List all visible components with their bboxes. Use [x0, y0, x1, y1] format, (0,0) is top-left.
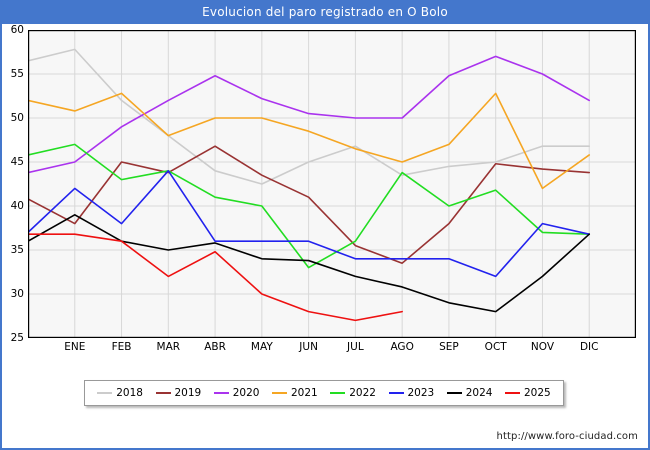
x-tick-label-ene: ENE — [64, 341, 86, 353]
series-line-2022 — [28, 143, 591, 269]
y-tick-label: 25 — [10, 332, 24, 344]
x-tick-label-may: MAY — [250, 341, 273, 353]
series-line-2023 — [28, 170, 591, 278]
legend-label-2025: 2025 — [524, 387, 551, 399]
legend-color-swatch-2024 — [446, 391, 462, 395]
series-line-2020 — [28, 55, 591, 174]
y-tick-label: 50 — [10, 112, 24, 124]
legend-color-swatch-2020 — [213, 391, 229, 395]
legend-label-2023: 2023 — [407, 387, 435, 399]
x-tick-label-oct: OCT — [484, 341, 507, 353]
legend-label-2019: 2019 — [174, 387, 202, 399]
y-tick-label: 45 — [10, 156, 24, 168]
x-tick-label-dic: DIC — [579, 341, 599, 353]
legend-color-swatch-2021 — [272, 391, 287, 395]
legend-label-2021: 2021 — [291, 387, 318, 399]
legend-label-2022: 2022 — [349, 387, 376, 399]
y-tick-label: 40 — [10, 200, 24, 212]
x-tick-label-mar: MAR — [156, 341, 181, 353]
legend-color-swatch-2019 — [155, 391, 171, 395]
legend-label-2020: 2020 — [232, 387, 260, 399]
legend-item-2018[interactable]: 2018 — [97, 387, 143, 399]
y-tick-label: 30 — [10, 288, 24, 300]
legend-item-2024[interactable]: 2024 — [446, 387, 493, 399]
x-axis-labels: ENE FEB MAR ABR MAY JUN JUL AGO SEP OCT NOV DIC — [28, 341, 636, 357]
legend-item-2021[interactable]: 2021 — [272, 387, 318, 399]
series-line-2025 — [28, 233, 403, 322]
page-title: Evolucion del paro registrado en O Bolo — [202, 5, 448, 19]
x-tick-label-ago: AGO — [390, 341, 414, 353]
y-axis-labels: 25 30 35 40 45 50 55 60 — [0, 25, 24, 344]
plot-area — [28, 30, 636, 338]
series-line-2021 — [28, 92, 591, 190]
legend-item-2020[interactable]: 2020 — [213, 387, 260, 399]
legend-item-2025[interactable]: 2025 — [505, 387, 551, 399]
legend-item-2023[interactable]: 2023 — [388, 387, 435, 399]
x-tick-label-jun: JUN — [299, 341, 318, 353]
legend-color-swatch-2022 — [330, 391, 346, 395]
y-tick-label: 55 — [10, 68, 24, 80]
window-title-bar: Evolucion del paro registrado en O Bolo — [0, 0, 650, 24]
legend-item-2019[interactable]: 2019 — [155, 387, 202, 399]
chart-legend: 2018 2019 2020 2021 2022 2023 2024 2025 — [84, 380, 564, 406]
legend-color-swatch-2025 — [505, 391, 520, 395]
legend-label-2024: 2024 — [465, 387, 493, 399]
series-line-2018 — [28, 48, 591, 185]
legend-label-2018: 2018 — [116, 387, 143, 399]
line-chart-svg — [28, 30, 636, 338]
legend-color-swatch-2023 — [388, 391, 404, 395]
legend-color-swatch-2018 — [97, 391, 113, 395]
x-tick-label-sep: SEP — [439, 341, 459, 353]
y-tick-label: 60 — [10, 24, 24, 36]
x-tick-label-jul: JUL — [347, 341, 364, 353]
x-tick-label-abr: ABR — [204, 341, 226, 353]
x-tick-label-feb: FEB — [111, 341, 132, 353]
legend-item-2022[interactable]: 2022 — [330, 387, 376, 399]
source-url: http://www.foro-ciudad.com — [496, 431, 638, 442]
y-tick-label: 35 — [10, 244, 24, 256]
series-line-2019 — [28, 145, 591, 264]
x-tick-label-nov: NOV — [530, 341, 555, 353]
